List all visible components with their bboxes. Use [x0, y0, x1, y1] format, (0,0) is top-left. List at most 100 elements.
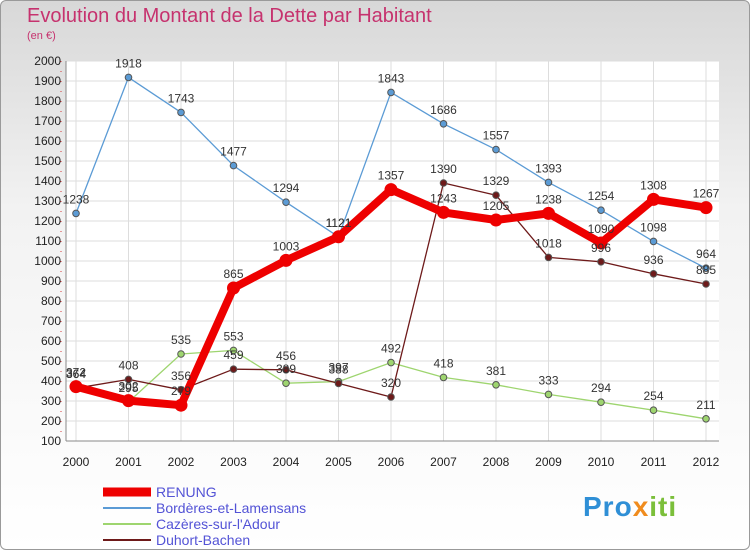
data-label: 294	[591, 381, 611, 395]
data-point	[124, 73, 133, 82]
data-point	[72, 209, 80, 218]
data-label: 885	[696, 263, 716, 277]
x-tick-label: 2003	[220, 455, 247, 469]
data-label: 356	[171, 369, 191, 383]
y-tick-label: 1100	[35, 234, 61, 248]
data-label: 1843	[378, 71, 405, 85]
data-point	[387, 393, 395, 401]
y-tick-label: 600	[41, 334, 61, 348]
data-label: 1238	[535, 192, 562, 206]
y-tick-label: 200	[41, 414, 61, 428]
data-point	[699, 201, 713, 215]
data-label: 996	[591, 241, 611, 255]
x-tick-label: 2008	[483, 455, 510, 469]
data-label: 1557	[483, 129, 510, 143]
y-tick-label: 1800	[34, 94, 61, 108]
data-label: 1329	[483, 174, 510, 188]
data-label: 1254	[588, 189, 615, 203]
data-label: 302	[118, 380, 138, 394]
data-point	[492, 145, 500, 154]
plot-area	[66, 61, 719, 441]
data-point	[332, 230, 345, 244]
data-label: 1308	[640, 178, 667, 192]
legend-label: RENUNG	[156, 484, 217, 500]
data-point	[124, 375, 133, 384]
data-label: 865	[223, 267, 243, 281]
data-point	[229, 161, 238, 170]
x-tick-label: 2009	[535, 455, 562, 469]
data-point	[69, 380, 83, 394]
data-label: 388	[328, 362, 348, 376]
data-label: 964	[696, 247, 716, 261]
data-label: 1018	[535, 236, 562, 250]
x-tick-label: 2010	[588, 455, 615, 469]
data-point	[229, 365, 238, 374]
data-label: 492	[381, 342, 401, 356]
data-point	[384, 183, 398, 197]
data-label: 1743	[168, 91, 195, 105]
data-point	[174, 398, 188, 412]
data-point	[544, 178, 553, 187]
data-point	[542, 206, 555, 220]
data-point	[702, 280, 710, 288]
data-point	[702, 264, 710, 273]
data-label: 364	[66, 367, 86, 381]
data-point	[647, 192, 660, 206]
data-point	[439, 120, 448, 128]
data-point	[544, 253, 553, 262]
x-tick-label: 2001	[115, 455, 142, 469]
y-tick-label: 900	[41, 274, 61, 288]
data-point	[229, 346, 238, 355]
data-label: 418	[433, 356, 453, 370]
y-tick-label: 1300	[34, 194, 61, 208]
data-point	[702, 415, 710, 423]
y-tick-label: 400	[41, 374, 61, 388]
data-point	[594, 236, 608, 250]
y-tick-label: 1400	[34, 174, 61, 188]
x-tick-label: 2000	[63, 455, 90, 469]
data-label: 535	[171, 333, 191, 347]
data-label: 333	[538, 373, 558, 387]
data-label: 254	[643, 389, 663, 403]
data-point	[279, 253, 293, 267]
data-point	[387, 358, 395, 367]
y-tick-label: 2000	[34, 54, 61, 68]
data-point	[227, 281, 240, 295]
data-point	[597, 258, 605, 266]
data-point	[282, 366, 290, 374]
y-tick-label: 1200	[34, 214, 61, 228]
data-point	[439, 179, 448, 187]
chart-subtitle: (en €)	[27, 30, 56, 42]
x-tick-label: 2005	[325, 455, 352, 469]
data-label: 1121	[326, 216, 352, 230]
data-label: 295	[118, 381, 138, 395]
data-label: 1243	[430, 191, 457, 205]
data-label: 1477	[220, 145, 247, 159]
x-tick-label: 2012	[693, 455, 720, 469]
y-tick-label: 1700	[34, 114, 61, 128]
y-tick-label: 1000	[34, 254, 61, 268]
data-point	[492, 381, 500, 389]
data-label: 408	[118, 358, 138, 372]
x-tick-label: 2004	[273, 455, 300, 469]
data-label: 1267	[693, 187, 720, 201]
data-label: 553	[223, 329, 243, 343]
data-point	[489, 213, 503, 227]
data-label: 389	[276, 362, 296, 376]
data-point	[544, 390, 553, 399]
data-label: 1686	[430, 103, 457, 117]
data-label: 364	[66, 367, 86, 381]
data-point	[282, 198, 290, 206]
y-tick-label: 700	[41, 314, 61, 328]
x-tick-label: 2011	[641, 455, 667, 469]
x-tick-label: 2002	[168, 455, 195, 469]
data-label: 456	[276, 349, 296, 363]
data-label: 459	[223, 348, 243, 362]
data-point	[387, 88, 395, 97]
x-tick-label: 2007	[430, 455, 457, 469]
chart-title: Evolution du Montant de la Dette par Hab…	[27, 5, 432, 27]
y-tick-label: 300	[41, 394, 61, 408]
data-label: 1918	[115, 56, 142, 70]
